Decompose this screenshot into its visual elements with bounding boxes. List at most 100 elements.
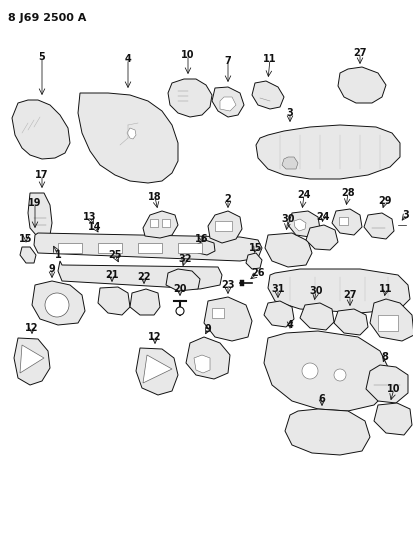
Text: 10: 10	[386, 384, 400, 394]
Text: 32: 32	[178, 254, 191, 264]
Text: 26: 26	[251, 268, 264, 278]
Polygon shape	[287, 211, 319, 237]
Polygon shape	[14, 338, 50, 385]
Polygon shape	[267, 269, 409, 313]
Text: 14: 14	[88, 222, 102, 232]
Polygon shape	[20, 247, 36, 263]
Text: 11: 11	[263, 54, 276, 64]
Polygon shape	[28, 193, 52, 238]
Polygon shape	[293, 219, 305, 231]
Polygon shape	[78, 93, 178, 183]
Polygon shape	[305, 225, 337, 250]
Text: 13: 13	[83, 212, 97, 222]
Polygon shape	[58, 261, 221, 289]
Polygon shape	[264, 233, 311, 267]
Polygon shape	[284, 409, 369, 455]
Text: 24: 24	[316, 212, 329, 222]
Text: 16: 16	[195, 234, 208, 244]
Text: 15: 15	[249, 243, 262, 253]
Polygon shape	[299, 303, 333, 330]
Text: 9: 9	[48, 264, 55, 274]
Text: 3: 3	[402, 210, 408, 220]
Text: 7: 7	[224, 56, 231, 66]
Text: 11: 11	[378, 284, 392, 294]
Text: 2: 2	[224, 194, 231, 204]
Polygon shape	[207, 211, 242, 243]
Text: 25: 25	[108, 250, 121, 260]
Polygon shape	[363, 213, 393, 239]
Text: 19: 19	[28, 198, 42, 208]
Polygon shape	[240, 280, 243, 286]
Polygon shape	[185, 337, 230, 379]
Circle shape	[301, 363, 317, 379]
Text: 1: 1	[55, 250, 61, 260]
Circle shape	[333, 369, 345, 381]
Polygon shape	[377, 315, 397, 331]
Text: 4: 4	[124, 54, 131, 64]
Text: 17: 17	[35, 170, 49, 180]
Polygon shape	[263, 301, 293, 327]
Polygon shape	[178, 243, 202, 253]
Text: 5: 5	[38, 52, 45, 62]
Text: 20: 20	[173, 284, 186, 294]
Circle shape	[176, 307, 183, 315]
Polygon shape	[365, 365, 407, 403]
Text: 8: 8	[381, 352, 387, 362]
Text: 27: 27	[342, 290, 356, 300]
Polygon shape	[98, 287, 130, 315]
Polygon shape	[161, 219, 170, 227]
Text: 21: 21	[105, 270, 119, 280]
Polygon shape	[204, 297, 252, 341]
Polygon shape	[138, 243, 161, 253]
Text: 4: 4	[286, 320, 293, 330]
Polygon shape	[337, 67, 385, 103]
Polygon shape	[142, 355, 171, 383]
Text: 18: 18	[148, 192, 161, 202]
Polygon shape	[214, 221, 231, 231]
Text: 12: 12	[25, 323, 39, 333]
Polygon shape	[194, 355, 209, 373]
Polygon shape	[211, 87, 243, 117]
Polygon shape	[168, 79, 211, 117]
Polygon shape	[150, 219, 158, 227]
Text: 24: 24	[297, 190, 310, 200]
Text: 6: 6	[318, 394, 325, 404]
Polygon shape	[219, 97, 235, 111]
Polygon shape	[333, 309, 367, 335]
Polygon shape	[34, 233, 261, 261]
Polygon shape	[32, 281, 85, 325]
Text: 15: 15	[19, 234, 33, 244]
Polygon shape	[211, 308, 223, 318]
Text: 8 J69 2500 A: 8 J69 2500 A	[8, 13, 86, 23]
Polygon shape	[142, 211, 178, 238]
Polygon shape	[136, 348, 178, 395]
Polygon shape	[369, 299, 413, 341]
Polygon shape	[166, 269, 199, 291]
Polygon shape	[98, 243, 122, 253]
Text: 27: 27	[352, 48, 366, 58]
Text: 9: 9	[204, 324, 211, 334]
Polygon shape	[281, 157, 297, 169]
Polygon shape	[130, 289, 159, 315]
Polygon shape	[12, 100, 70, 159]
Polygon shape	[195, 240, 214, 255]
Text: 23: 23	[221, 280, 234, 290]
Text: 28: 28	[340, 188, 354, 198]
Polygon shape	[20, 345, 44, 373]
Polygon shape	[252, 81, 283, 109]
Polygon shape	[338, 217, 347, 225]
Text: 30: 30	[309, 286, 322, 296]
Text: 22: 22	[137, 272, 150, 282]
Polygon shape	[127, 128, 136, 139]
Polygon shape	[58, 243, 82, 253]
Polygon shape	[255, 125, 399, 179]
Text: 30: 30	[280, 214, 294, 224]
Text: 29: 29	[377, 196, 391, 206]
Text: 31: 31	[271, 284, 284, 294]
Text: 12: 12	[148, 332, 161, 342]
Circle shape	[45, 293, 69, 317]
Polygon shape	[373, 403, 411, 435]
Text: 3: 3	[286, 108, 293, 118]
Polygon shape	[331, 209, 361, 235]
Polygon shape	[263, 331, 389, 411]
